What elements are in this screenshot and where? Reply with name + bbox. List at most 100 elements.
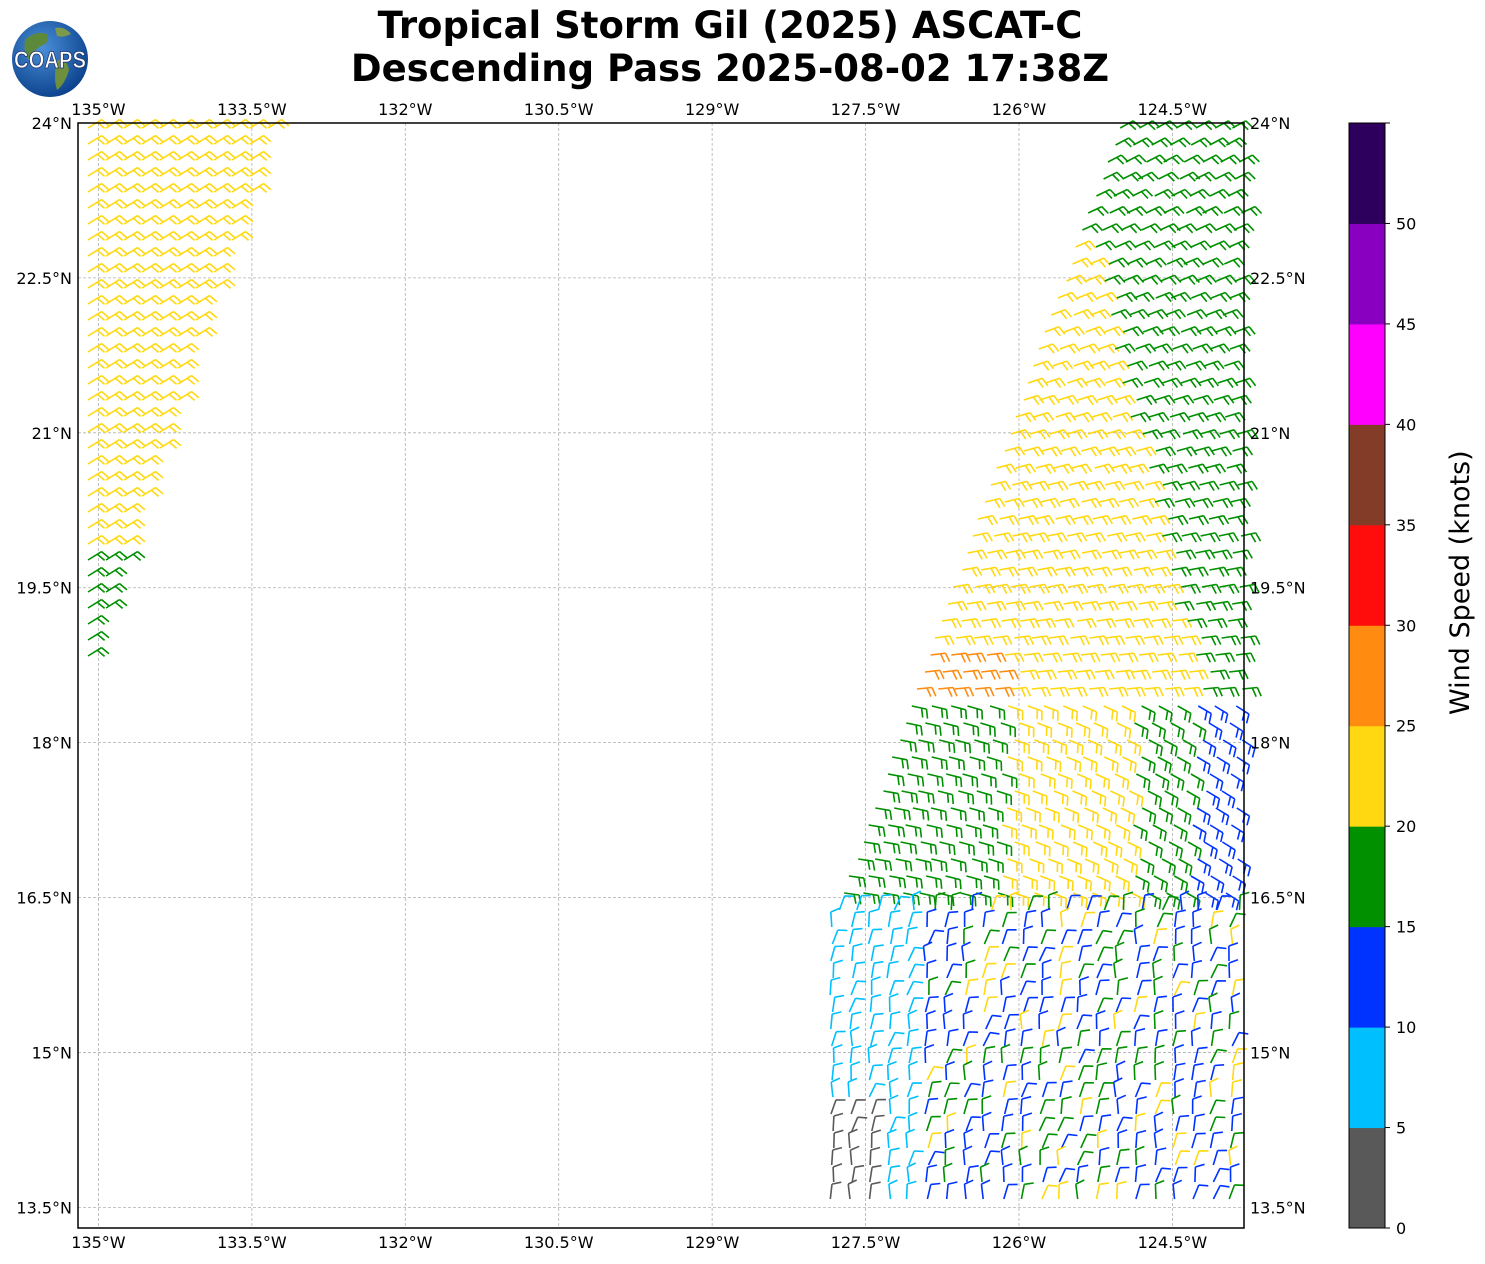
wind-barb: [1041, 1081, 1057, 1098]
wind-barb: [987, 549, 1008, 560]
wind-barb: [1174, 925, 1186, 945]
wind-barb: [1192, 722, 1207, 740]
wind-barb: [928, 976, 939, 996]
wind-barb: [1108, 257, 1130, 268]
wind-barb: [1190, 959, 1203, 979]
wind-barb: [1219, 583, 1240, 594]
wind-barb: [986, 756, 1003, 771]
wind-barb: [1153, 1111, 1164, 1132]
wind-barb: [1115, 997, 1132, 1013]
wind-barb: [1059, 960, 1072, 979]
wind-barb: [1172, 1029, 1187, 1047]
wind-barb: [1053, 841, 1069, 857]
wind-barb: [1242, 686, 1262, 698]
wind-barb: [985, 1014, 1002, 1030]
wind-barb: [141, 134, 164, 146]
wind-barb: [934, 635, 955, 646]
wind-barb: [900, 841, 918, 855]
wind-barb: [980, 1179, 991, 1200]
wind-barb: [988, 858, 1004, 873]
wind-barb: [1020, 1129, 1032, 1149]
wind-barb: [945, 1181, 958, 1200]
wind-barb: [941, 618, 962, 629]
wind-barb: [1048, 480, 1069, 492]
wind-barb: [105, 406, 128, 418]
wind-barb: [1027, 756, 1043, 772]
wind-barb: [1229, 343, 1251, 354]
wind-barb: [1011, 686, 1032, 698]
wind-barb: [195, 294, 218, 306]
wind-barb: [1075, 1179, 1085, 1200]
wind-barb: [1057, 773, 1073, 790]
wind-barb: [87, 230, 110, 242]
wind-barb: [1181, 583, 1202, 594]
wind-barb: [1230, 1079, 1243, 1098]
wind-barb: [105, 454, 128, 466]
lon-tick-label-bottom: 133.5°W: [217, 1233, 287, 1252]
wind-barb: [1151, 618, 1172, 629]
wind-barb: [954, 686, 975, 698]
lon-tick-label-bottom: 135°W: [71, 1233, 126, 1252]
wind-barb: [123, 550, 146, 562]
wind-barb: [1161, 858, 1176, 876]
wind-barb: [123, 262, 146, 274]
wind-barb: [1124, 480, 1145, 492]
wind-barb: [1155, 773, 1170, 791]
wind-barb: [851, 943, 863, 962]
wind-barb: [1230, 824, 1245, 843]
wind-barb: [1013, 892, 1030, 908]
wind-barb: [1010, 583, 1031, 594]
wind-barb: [1048, 583, 1069, 594]
wind-barb: [856, 894, 871, 911]
wind-barb: [1099, 600, 1120, 612]
wind-barb: [1240, 635, 1261, 646]
wind-barb: [1215, 652, 1236, 663]
wind-barb: [1040, 875, 1056, 891]
wind-barb: [1171, 240, 1193, 251]
wind-barb: [87, 358, 110, 370]
wind-barb: [1049, 635, 1069, 646]
wind-barb: [1120, 807, 1136, 825]
wind-barb: [1076, 1164, 1089, 1183]
wind-barb: [1213, 394, 1235, 406]
wind-barb: [1115, 669, 1136, 680]
wind-barb: [1163, 205, 1185, 217]
wind-barb: [1154, 1028, 1168, 1047]
wind-barb: [1003, 1028, 1016, 1047]
wind-barb: [1098, 1027, 1110, 1047]
wind-barb: [1120, 223, 1142, 234]
wind-barb: [1165, 686, 1185, 698]
wind-barb: [926, 959, 937, 979]
wind-barb: [159, 278, 182, 290]
wind-barb: [943, 722, 960, 737]
colorbar-tick-label: 20: [1396, 817, 1416, 836]
wind-barb: [1116, 1116, 1133, 1132]
wind-barb: [1057, 669, 1078, 680]
wind-barb: [867, 908, 879, 928]
wind-barb: [177, 198, 200, 210]
wind-barb: [974, 739, 990, 754]
wind-barb: [905, 1128, 916, 1149]
wind-barb: [1149, 463, 1170, 474]
wind-barb: [1185, 205, 1207, 217]
wind-barb: [1044, 600, 1065, 612]
wind-barb: [1004, 652, 1025, 663]
wind-barb: [926, 908, 937, 928]
wind-barb: [1176, 446, 1198, 457]
wind-barb: [983, 875, 1000, 890]
wind-barb: [87, 166, 110, 178]
wind-barb: [1222, 739, 1237, 758]
wind-barb: [1157, 756, 1172, 774]
wind-barb: [1095, 1010, 1106, 1030]
wind-barb: [87, 118, 110, 130]
wind-barb: [159, 294, 182, 306]
wind-barb: [966, 652, 987, 663]
wind-barb: [1193, 1079, 1206, 1098]
wind-barb: [1099, 497, 1120, 509]
wind-barb: [87, 598, 110, 610]
wind-barb: [927, 773, 944, 787]
wind-barb: [1128, 790, 1144, 808]
wind-barb: [1187, 841, 1202, 859]
wind-barb: [1193, 979, 1209, 996]
wind-barb: [1075, 240, 1097, 251]
